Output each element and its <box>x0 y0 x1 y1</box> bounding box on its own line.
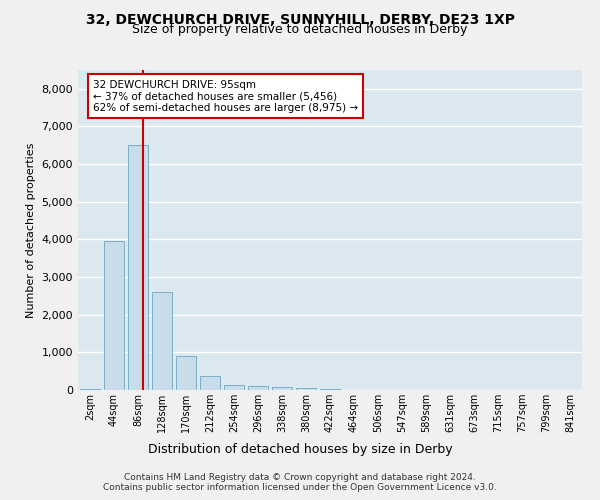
Y-axis label: Number of detached properties: Number of detached properties <box>26 142 36 318</box>
Bar <box>176 356 196 390</box>
Text: Distribution of detached houses by size in Derby: Distribution of detached houses by size … <box>148 442 452 456</box>
Text: 32, DEWCHURCH DRIVE, SUNNYHILL, DERBY, DE23 1XP: 32, DEWCHURCH DRIVE, SUNNYHILL, DERBY, D… <box>86 12 515 26</box>
Bar <box>104 242 124 390</box>
Bar <box>296 388 316 390</box>
Bar <box>80 389 100 390</box>
Bar <box>320 389 340 390</box>
Text: Contains HM Land Registry data © Crown copyright and database right 2024.: Contains HM Land Registry data © Crown c… <box>124 472 476 482</box>
Bar <box>224 384 244 390</box>
Text: 32 DEWCHURCH DRIVE: 95sqm
← 37% of detached houses are smaller (5,456)
62% of se: 32 DEWCHURCH DRIVE: 95sqm ← 37% of detac… <box>93 80 358 113</box>
Bar <box>248 386 268 390</box>
Bar <box>152 292 172 390</box>
Bar <box>128 146 148 390</box>
Bar <box>200 376 220 390</box>
Text: Contains public sector information licensed under the Open Government Licence v3: Contains public sector information licen… <box>103 484 497 492</box>
Bar <box>272 388 292 390</box>
Text: Size of property relative to detached houses in Derby: Size of property relative to detached ho… <box>133 22 467 36</box>
